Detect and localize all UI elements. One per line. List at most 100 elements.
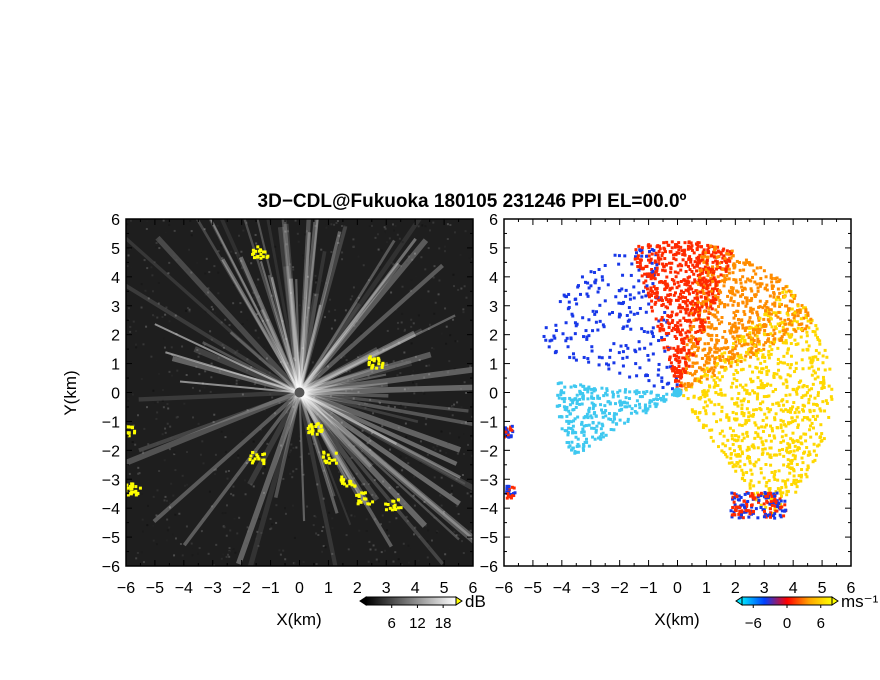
intensity-noise-pixel bbox=[439, 449, 442, 452]
velocity-pixel bbox=[748, 350, 752, 354]
velocity-pixel bbox=[769, 408, 773, 412]
velocity-pixel bbox=[769, 352, 773, 356]
velocity-pixel bbox=[616, 390, 620, 394]
velocity-pixel bbox=[686, 298, 690, 302]
intensity-ray bbox=[298, 389, 461, 453]
intensity-x-tick-label: 2 bbox=[353, 580, 362, 597]
intensity-noise-pixel bbox=[352, 238, 355, 241]
velocity-pixel bbox=[819, 381, 823, 385]
velocity-pixel bbox=[673, 324, 677, 328]
intensity-noise-pixel bbox=[463, 381, 466, 384]
velocity-pixel bbox=[662, 337, 666, 341]
intensity-noise-pixel bbox=[368, 436, 371, 439]
intensity-noise-pixel bbox=[165, 306, 168, 309]
velocity-pixel bbox=[607, 412, 611, 416]
velocity-pixel bbox=[656, 373, 660, 377]
intensity-noise-pixel bbox=[152, 495, 155, 498]
intensity-ray bbox=[283, 223, 303, 393]
velocity-pixel bbox=[750, 505, 754, 509]
velocity-pixel bbox=[787, 308, 791, 312]
intensity-noise-pixel bbox=[409, 289, 412, 292]
velocity-pixel bbox=[671, 319, 675, 323]
velocity-pixel bbox=[767, 312, 771, 316]
intensity-ray bbox=[299, 373, 387, 394]
velocity-pixel bbox=[642, 281, 646, 285]
velocity-pixel bbox=[650, 299, 654, 303]
intensity-noise-pixel bbox=[433, 476, 436, 479]
velocity-pixel bbox=[777, 448, 781, 452]
intensity-highlight-pixel bbox=[334, 451, 338, 455]
intensity-noise-pixel bbox=[224, 450, 227, 453]
velocity-pixel bbox=[705, 377, 709, 381]
velocity-pixel bbox=[693, 260, 697, 264]
velocity-pixel bbox=[637, 340, 641, 344]
intensity-ray bbox=[298, 390, 458, 466]
intensity-noise-pixel bbox=[257, 544, 260, 547]
velocity-pixel bbox=[660, 324, 664, 328]
velocity-pixel bbox=[712, 378, 716, 382]
velocity-pixel bbox=[762, 347, 766, 351]
intensity-noise-pixel bbox=[355, 472, 358, 475]
velocity-pixel bbox=[749, 503, 753, 507]
velocity-pixel bbox=[694, 354, 698, 358]
intensity-noise-pixel bbox=[399, 455, 402, 458]
velocity-pixel bbox=[670, 314, 674, 318]
velocity-pixel bbox=[665, 365, 669, 369]
velocity-pixel bbox=[695, 292, 699, 296]
intensity-ray bbox=[298, 391, 398, 446]
velocity-pixel bbox=[730, 437, 734, 441]
velocity-pixel bbox=[737, 453, 741, 457]
intensity-noise-pixel bbox=[369, 548, 372, 551]
velocity-pixel bbox=[741, 473, 745, 477]
intensity-noise-pixel bbox=[417, 401, 420, 404]
velocity-pixel bbox=[756, 434, 760, 438]
velocity-pixel bbox=[686, 319, 690, 323]
intensity-x-tick-label: −5 bbox=[146, 580, 164, 597]
velocity-pixel bbox=[584, 280, 588, 284]
velocity-pixel bbox=[764, 302, 768, 306]
velocity-pixel bbox=[698, 253, 702, 257]
velocity-pixel bbox=[828, 367, 832, 371]
intensity-noise-pixel bbox=[410, 325, 413, 328]
velocity-pixel bbox=[733, 265, 737, 269]
velocity-pixel bbox=[764, 275, 768, 279]
velocity-pixel bbox=[724, 341, 728, 345]
intensity-noise-pixel bbox=[208, 271, 211, 274]
velocity-pixel bbox=[747, 515, 751, 519]
intensity-noise-pixel bbox=[291, 504, 294, 507]
intensity-noise-pixel bbox=[239, 266, 242, 269]
velocity-pixel bbox=[604, 409, 608, 413]
velocity-pixel bbox=[633, 390, 637, 394]
intensity-noise-pixel bbox=[378, 560, 381, 563]
velocity-colorbar: −6 0 6ms⁻¹ bbox=[735, 592, 879, 632]
velocity-pixel bbox=[769, 463, 773, 467]
velocity-pixel bbox=[755, 397, 759, 401]
velocity-pixel bbox=[715, 376, 719, 380]
intensity-noise-pixel bbox=[388, 520, 391, 523]
velocity-pixel bbox=[628, 297, 632, 301]
velocity-pixel bbox=[734, 280, 738, 284]
colorbar-min-arrow bbox=[359, 596, 367, 606]
velocity-pixel bbox=[698, 308, 702, 312]
velocity-pixel bbox=[758, 323, 762, 327]
velocity-pixel bbox=[804, 310, 808, 314]
intensity-noise-pixel bbox=[140, 306, 143, 309]
intensity-noise-pixel bbox=[451, 498, 454, 501]
velocity-pixel bbox=[662, 394, 666, 398]
velocity-pixel bbox=[745, 420, 749, 424]
velocity-pixel bbox=[772, 499, 776, 503]
velocity-pixel bbox=[637, 244, 641, 248]
intensity-noise-pixel bbox=[331, 411, 334, 414]
velocity-pixel bbox=[675, 354, 679, 358]
velocity-pixel bbox=[751, 370, 755, 374]
intensity-noise-pixel bbox=[372, 412, 375, 415]
velocity-pixel bbox=[725, 249, 729, 253]
intensity-noise-pixel bbox=[366, 442, 369, 445]
velocity-pixel bbox=[745, 299, 749, 303]
velocity-pixel bbox=[648, 259, 652, 263]
velocity-pixel bbox=[792, 319, 796, 323]
intensity-noise-pixel bbox=[245, 542, 248, 545]
velocity-pixel bbox=[589, 270, 593, 274]
velocity-pixel bbox=[714, 308, 718, 312]
velocity-pixel bbox=[750, 289, 754, 293]
